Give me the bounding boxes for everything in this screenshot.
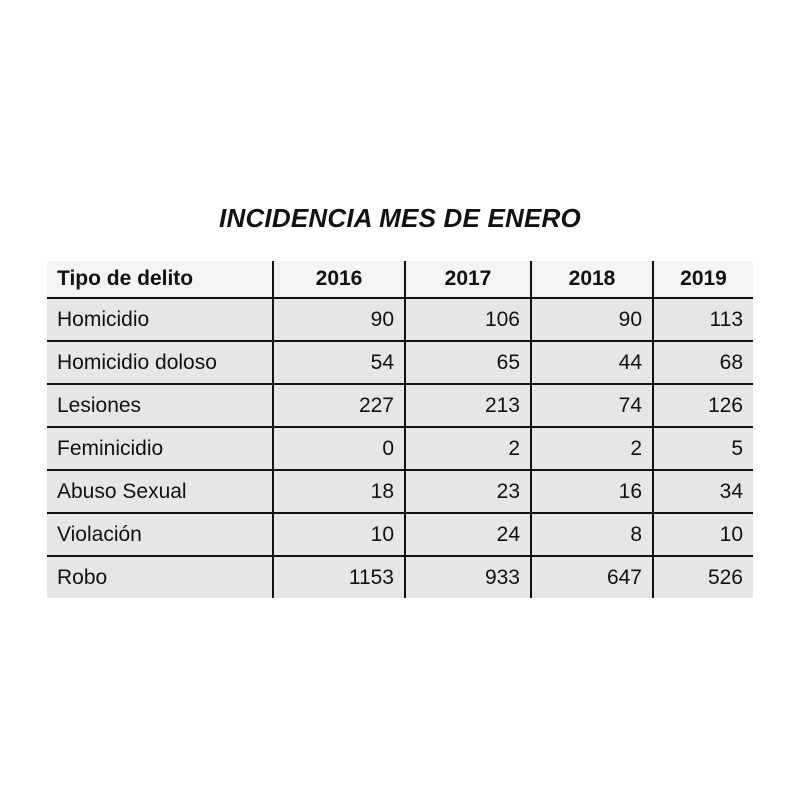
row-label: Feminicidio bbox=[47, 427, 274, 471]
row-label: Homicidio doloso bbox=[47, 341, 274, 385]
table-cell: 16 bbox=[531, 470, 654, 514]
column-header-2018: 2018 bbox=[531, 261, 654, 299]
column-header-tipo-de-delito: Tipo de delito bbox=[47, 261, 274, 299]
row-label: Abuso Sexual bbox=[47, 470, 274, 514]
table-row: Abuso Sexual 18 23 16 34 bbox=[47, 470, 753, 514]
table-cell: 90 bbox=[273, 298, 406, 342]
row-label: Robo bbox=[47, 556, 274, 598]
table-cell: 65 bbox=[405, 341, 532, 385]
table-cell: 227 bbox=[273, 384, 406, 428]
table-cell: 90 bbox=[531, 298, 654, 342]
column-header-2019: 2019 bbox=[653, 261, 753, 299]
table-cell: 23 bbox=[405, 470, 532, 514]
column-header-2016: 2016 bbox=[273, 261, 406, 299]
table-cell: 34 bbox=[653, 470, 753, 514]
table-cell: 647 bbox=[531, 556, 654, 598]
table-cell: 2 bbox=[405, 427, 532, 471]
table-cell: 526 bbox=[707, 565, 743, 589]
table-cell: 106 bbox=[405, 298, 532, 342]
table-cell: 0 bbox=[273, 427, 406, 471]
table-cell: 126 bbox=[653, 384, 753, 428]
table-cell: 213 bbox=[405, 384, 532, 428]
table-cell: 44 bbox=[531, 341, 654, 385]
table-cell: 2 bbox=[531, 427, 654, 471]
row-label: Lesiones bbox=[47, 384, 274, 428]
row-label: Homicidio bbox=[47, 298, 274, 342]
table-title: INCIDENCIA MES DE ENERO bbox=[219, 203, 581, 233]
table-cell: 8 bbox=[531, 513, 654, 557]
table-row: Homicidio doloso 54 65 44 68 bbox=[47, 341, 753, 385]
table-cell: 10 bbox=[653, 513, 753, 557]
table-row: Feminicidio 0 2 2 5 bbox=[47, 427, 753, 471]
table-cell: 24 bbox=[405, 513, 532, 557]
crime-incidence-table: Tipo de delito 2016 2017 2018 2019 Homic… bbox=[47, 261, 753, 598]
table-cell: 54 bbox=[273, 341, 406, 385]
table-cell: 18 bbox=[273, 470, 406, 514]
table-cell: 1153 bbox=[273, 556, 406, 598]
table-cell: 74 bbox=[531, 384, 654, 428]
table-cell: 10 bbox=[273, 513, 406, 557]
header-row: Tipo de delito 2016 2017 2018 2019 bbox=[47, 261, 753, 299]
table-row: Violación 10 24 8 10 bbox=[47, 513, 753, 557]
table-row: Homicidio 90 106 90 113 bbox=[47, 298, 753, 342]
table-cell: 933 bbox=[405, 556, 532, 598]
table-cell: 5 bbox=[653, 427, 753, 471]
row-label: Violación bbox=[47, 513, 274, 557]
column-header-2017: 2017 bbox=[405, 261, 532, 299]
table-cell: 68 bbox=[653, 341, 753, 385]
table-row: Lesiones 227 213 74 126 bbox=[47, 384, 753, 428]
table-cell: 113 bbox=[653, 298, 753, 342]
table-row: Robo 1153 933 647 526 bbox=[47, 556, 753, 598]
